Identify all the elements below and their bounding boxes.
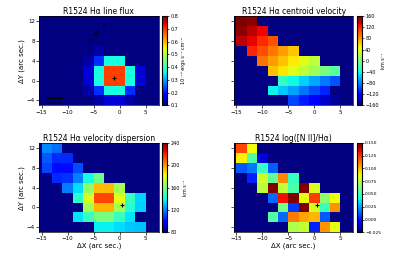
X-axis label: ΔX (arc sec.): ΔX (arc sec.) <box>271 243 316 249</box>
Y-axis label: ΔY (arc sec.): ΔY (arc sec.) <box>19 39 25 83</box>
Y-axis label: km s⁻¹: km s⁻¹ <box>182 179 187 196</box>
Title: R1524 log([N II]/Hα): R1524 log([N II]/Hα) <box>255 134 332 143</box>
Y-axis label: 10⁻¹⁶ ergs s⁻¹ cm⁻²: 10⁻¹⁶ ergs s⁻¹ cm⁻² <box>181 37 186 84</box>
Text: N: N <box>89 39 92 44</box>
Title: R1524 Hα velocity dispersion: R1524 Hα velocity dispersion <box>43 134 155 143</box>
Y-axis label: km s⁻¹: km s⁻¹ <box>381 53 386 69</box>
Text: E: E <box>103 26 106 31</box>
Title: R1524 Hα line flux: R1524 Hα line flux <box>63 7 134 16</box>
X-axis label: ΔX (arc sec.): ΔX (arc sec.) <box>76 243 121 249</box>
Title: R1524 Hα centroid velocity: R1524 Hα centroid velocity <box>242 7 346 16</box>
Y-axis label: ΔY (arc sec.): ΔY (arc sec.) <box>19 166 25 210</box>
Text: 10 kpc: 10 kpc <box>47 101 62 105</box>
